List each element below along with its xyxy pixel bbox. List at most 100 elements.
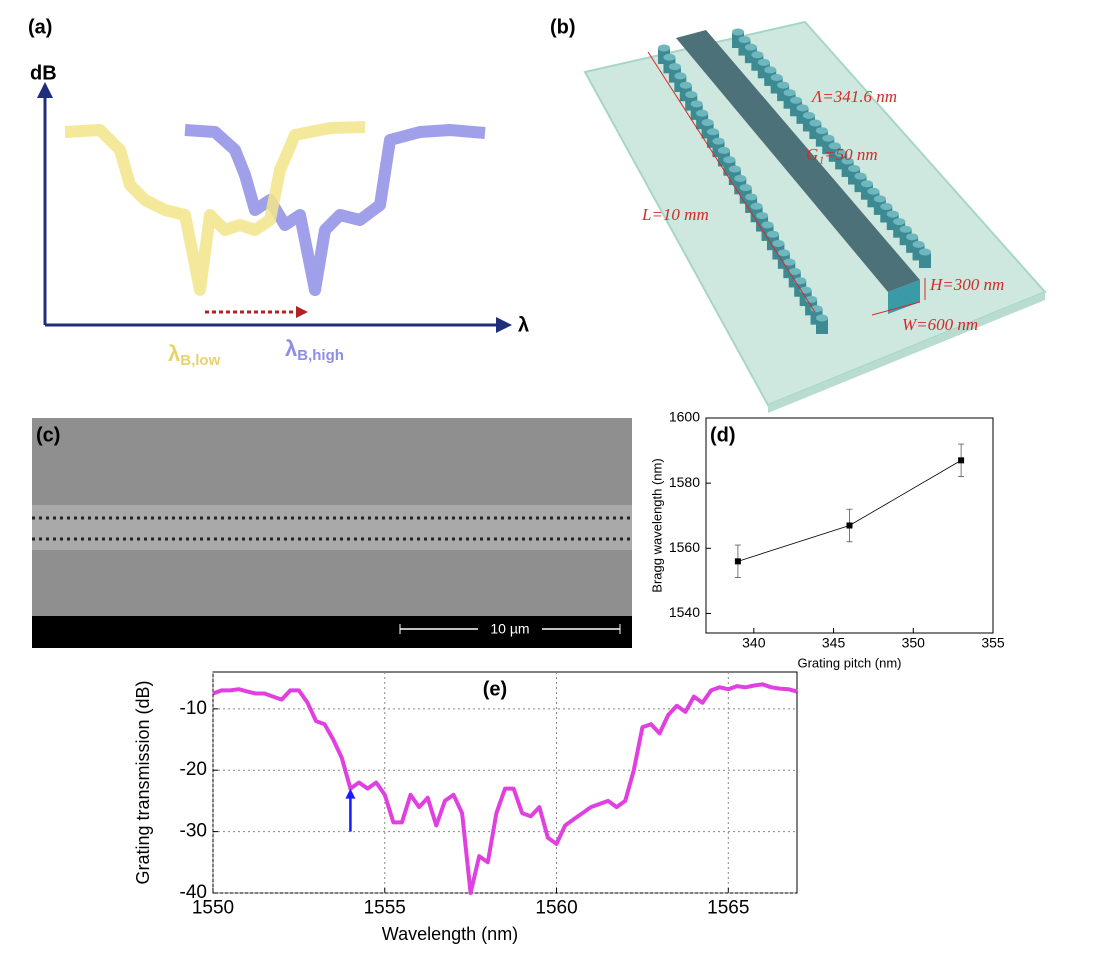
pillar-top — [685, 91, 698, 99]
pillar-top — [822, 134, 835, 142]
x-tick-label: 345 — [822, 635, 846, 651]
y-tick-label: 1580 — [669, 474, 700, 490]
pillar-top — [873, 195, 886, 203]
scale-label-bg — [478, 620, 542, 638]
pillar — [919, 252, 931, 268]
annotation: Λ=341.6 nm — [810, 87, 897, 106]
pillar-top — [848, 165, 861, 173]
point — [734, 558, 741, 565]
subscript: B,low — [180, 352, 220, 369]
legend-label: λB,low — [168, 341, 221, 369]
legend-label: λB,high — [285, 336, 344, 364]
plot-frame — [212, 671, 798, 894]
arrowhead — [296, 306, 308, 318]
pillar-top — [764, 66, 777, 74]
y-tick-label: 1560 — [669, 539, 700, 555]
pillar-top — [802, 111, 815, 119]
pillars — [658, 28, 931, 334]
symbol: λ — [285, 336, 297, 361]
pillar-top — [919, 248, 931, 256]
pillar-top — [777, 249, 790, 257]
pillar-top — [912, 240, 925, 248]
pillar-top — [717, 146, 730, 154]
pillar-top — [783, 89, 796, 97]
x-tick-label: 350 — [902, 635, 926, 651]
dimension-line — [871, 301, 921, 316]
x-tick-label: 1565 — [707, 897, 749, 918]
pillar-top — [841, 157, 854, 165]
pillar-top — [854, 172, 867, 180]
y-tick-label: 1600 — [669, 409, 700, 425]
pillar-top — [658, 44, 670, 52]
pillar-top — [732, 28, 744, 36]
y-tick-label: -30 — [180, 821, 207, 842]
subscript: B,high — [297, 347, 344, 364]
pillar — [816, 318, 828, 334]
x-axis-label: Wavelength (nm) — [382, 924, 518, 944]
pillar-top — [734, 174, 747, 182]
annotation: H=300 nm — [929, 275, 1004, 294]
illustration-curve — [64, 121, 366, 296]
x-tick-label: 355 — [981, 635, 1005, 651]
pillar-top — [744, 43, 757, 51]
axis-label: λ — [518, 314, 529, 336]
pillar-top — [796, 104, 809, 112]
x-tick-label: 1560 — [535, 897, 577, 918]
waveguide — [676, 30, 920, 292]
pillar-top — [835, 149, 848, 157]
waveguide-end — [888, 280, 920, 314]
panel-label: (c) — [36, 424, 60, 446]
arrowhead — [496, 317, 512, 333]
panel-label: (d) — [710, 424, 736, 446]
pillar-top — [757, 58, 770, 66]
pillar-top — [860, 180, 873, 188]
y-tick-label: -20 — [180, 759, 207, 780]
y-tick-label: 1540 — [669, 604, 700, 620]
pillar-top — [739, 184, 752, 192]
pillar-top — [663, 53, 676, 61]
y-axis-label: Grating transmission (dB) — [133, 680, 153, 884]
pillar-top — [745, 193, 758, 201]
arrowhead — [345, 788, 356, 799]
annotation: G₁=50 nm — [806, 145, 878, 164]
data-line — [212, 682, 798, 895]
panel-label: (a) — [28, 16, 52, 38]
pillar-top — [766, 230, 779, 238]
pillar-top — [794, 277, 807, 285]
pillar-top — [707, 128, 720, 136]
y-tick-label: -10 — [180, 698, 207, 719]
y-axis-label: Bragg wavelength (nm) — [649, 458, 664, 592]
symbol: λ — [168, 341, 180, 366]
pillar-top — [679, 81, 692, 89]
dimension-line — [647, 51, 816, 313]
pillar-top — [783, 258, 796, 266]
pillar-top — [701, 118, 714, 126]
pillar-top — [816, 314, 828, 322]
pillar-top — [886, 210, 899, 218]
pillar-top — [738, 36, 751, 44]
point — [846, 522, 853, 529]
annotation: W=600 nm — [902, 315, 978, 334]
x-tick-label: 1550 — [192, 897, 234, 918]
x-tick-label: 340 — [742, 635, 766, 651]
illustration-curve — [184, 124, 486, 296]
pillar-top — [828, 142, 841, 150]
pillar-top — [723, 156, 736, 164]
pillar-top — [756, 212, 769, 220]
pillar-top — [867, 187, 880, 195]
pillar-top — [728, 165, 741, 173]
scale-label: 10 µm — [490, 621, 529, 637]
pillar-top — [815, 127, 828, 135]
pillar-top — [777, 81, 790, 89]
pillar-top — [790, 96, 803, 104]
pillar-top — [899, 225, 912, 233]
pillar-top — [906, 233, 919, 241]
point — [958, 457, 965, 464]
sem-waveguide — [32, 505, 632, 550]
pillar-top — [750, 202, 763, 210]
pillar-top — [696, 109, 709, 117]
panel-label: (e) — [483, 678, 507, 700]
pillar-top — [690, 100, 703, 108]
pillar-top — [799, 286, 812, 294]
